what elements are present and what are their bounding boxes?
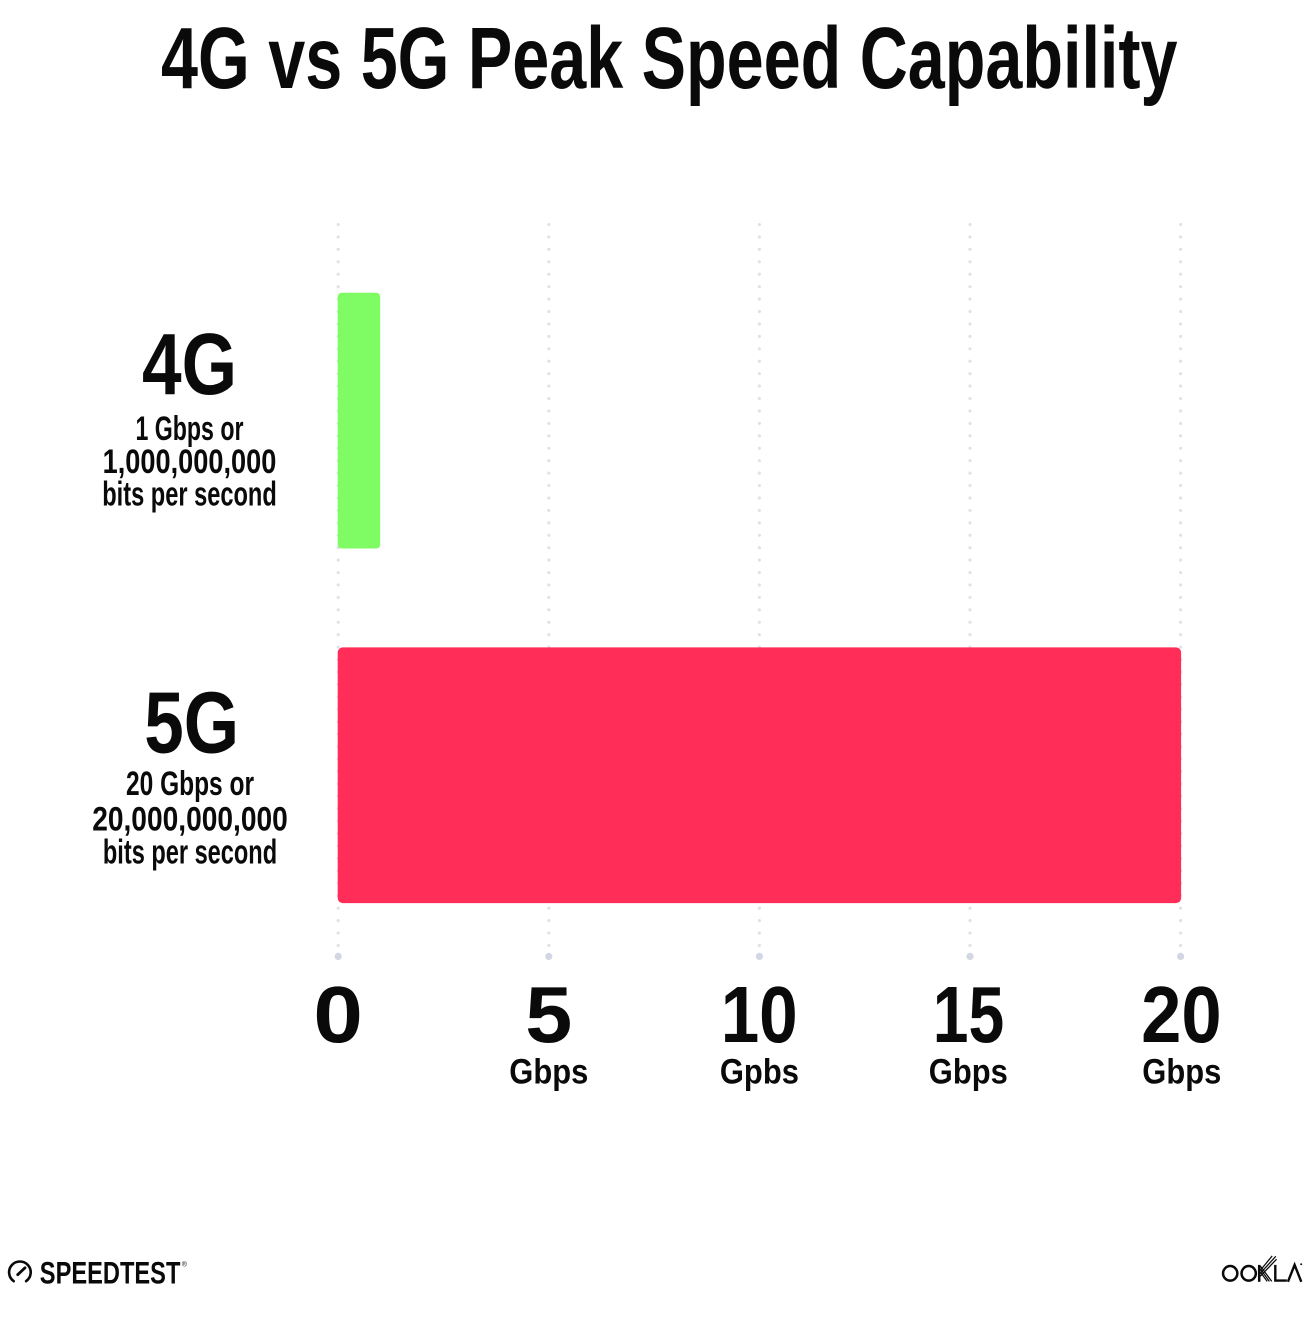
- svg-text:bits per second: bits per second: [102, 475, 277, 513]
- svg-text:5: 5: [525, 970, 572, 1059]
- svg-text:20: 20: [1141, 970, 1222, 1059]
- svg-text:SPEEDTEST: SPEEDTEST: [40, 1256, 181, 1291]
- svg-text:1,000,000,000: 1,000,000,000: [103, 443, 277, 481]
- svg-text:0: 0: [313, 970, 363, 1059]
- svg-text:Gpbs: Gpbs: [720, 1052, 799, 1092]
- svg-text:Gbps: Gbps: [509, 1052, 588, 1092]
- svg-text:15: 15: [933, 970, 1005, 1059]
- svg-text:5G: 5G: [144, 674, 239, 771]
- svg-text:Gbps: Gbps: [1142, 1052, 1221, 1092]
- svg-text:Gbps: Gbps: [929, 1052, 1008, 1092]
- svg-text:4G: 4G: [142, 316, 237, 413]
- svg-text:4G vs 5G Peak Speed Capability: 4G vs 5G Peak Speed Capability: [161, 10, 1178, 107]
- svg-text:®: ®: [182, 1261, 188, 1269]
- svg-text:20,000,000,000: 20,000,000,000: [92, 800, 288, 838]
- svg-text:bits per second: bits per second: [103, 834, 277, 872]
- svg-text:10: 10: [721, 970, 798, 1059]
- svg-text:1 Gbps or: 1 Gbps or: [136, 410, 244, 448]
- svg-text:20 Gbps or: 20 Gbps or: [126, 765, 254, 803]
